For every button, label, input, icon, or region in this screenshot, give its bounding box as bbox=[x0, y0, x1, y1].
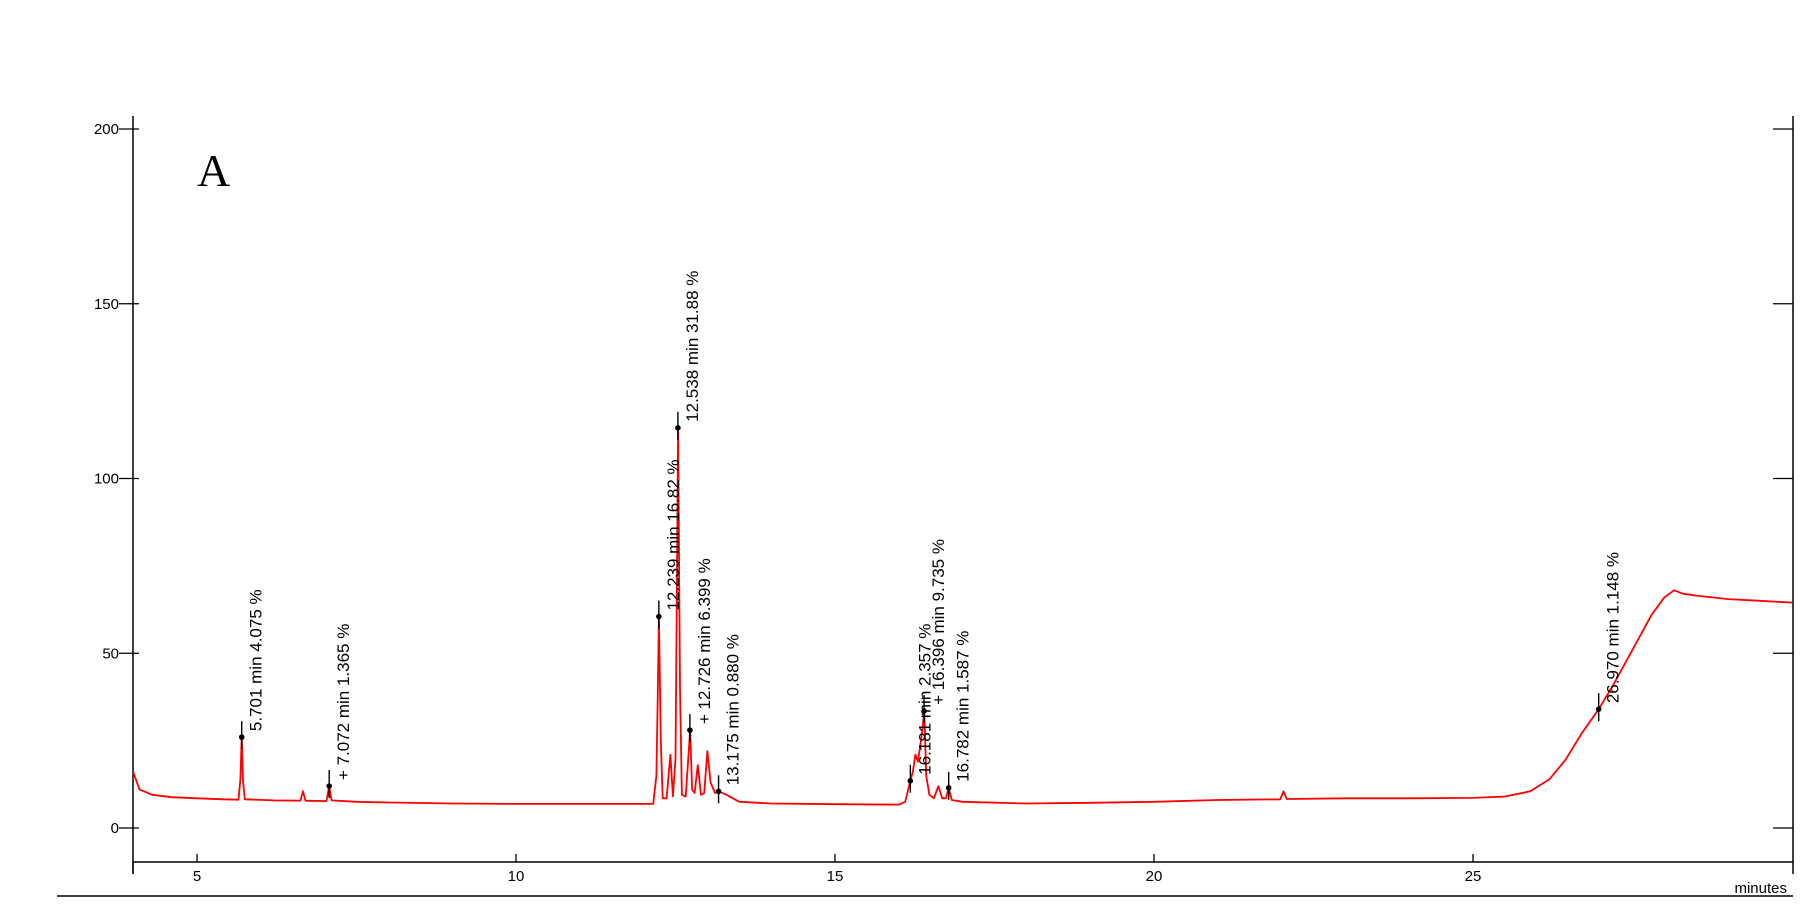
y-tick-label: 150 bbox=[94, 296, 119, 313]
peak-label: 12.239 min 16.82 % bbox=[664, 459, 683, 610]
peak-annotation: 5.701 min 4.075 % bbox=[238, 589, 266, 750]
peak-annotation: 13.175 min 0.880 % bbox=[715, 634, 743, 804]
peak-dot bbox=[687, 727, 693, 733]
peak-label: + 16.396 min 9.735 % bbox=[929, 539, 948, 705]
x-tick-label: 10 bbox=[508, 868, 525, 885]
x-axis-label: minutes bbox=[1734, 880, 1787, 897]
y-tick-label: 100 bbox=[94, 471, 119, 488]
axes bbox=[57, 116, 1794, 897]
peak-dot bbox=[907, 778, 914, 784]
peak-label: 5.701 min 4.075 % bbox=[247, 589, 266, 731]
x-tick-label: 25 bbox=[1465, 868, 1482, 885]
peak-label: 16.782 min 1.587 % bbox=[954, 631, 973, 782]
peak-dot bbox=[656, 613, 662, 620]
peak-label: 13.175 min 0.880 % bbox=[724, 634, 743, 785]
peak-dot bbox=[238, 734, 245, 740]
peak-label: + 7.072 min 1.365 % bbox=[334, 624, 353, 780]
peak-annotations: 5.701 min 4.075 % + 7.072 min 1.365 % 12.2… bbox=[238, 271, 1623, 804]
peak-label: 16.181 min 2.357 % bbox=[915, 624, 934, 775]
peak-dot bbox=[945, 785, 952, 791]
peak-dot bbox=[921, 708, 927, 714]
peak-annotation: 16.782 min 1.587 % bbox=[945, 631, 973, 800]
peak-label: 26.970 min 1.148 % bbox=[1604, 552, 1623, 703]
peak-label: + 12.726 min 6.399 % bbox=[695, 558, 714, 724]
peak-annotation: 12.239 min 16.82 % bbox=[656, 459, 683, 629]
y-ticks: 0 50 100 150 200 bbox=[94, 121, 1793, 837]
peak-annotation: + 12.726 min 6.399 % bbox=[687, 558, 714, 743]
y-tick-label: 200 bbox=[94, 121, 119, 138]
peak-annotation: 12.538 min 31.88 % bbox=[675, 271, 702, 440]
peak-annotation: 26.970 min 1.148 % bbox=[1595, 552, 1623, 722]
peak-annotation: + 7.072 min 1.365 % bbox=[326, 624, 353, 799]
y-tick-label: 50 bbox=[102, 645, 119, 662]
y-tick-label: 0 bbox=[111, 820, 119, 837]
peak-dot bbox=[1595, 706, 1602, 712]
peak-dot bbox=[675, 425, 681, 431]
peak-dot bbox=[326, 783, 332, 789]
peak-label: 12.538 min 31.88 % bbox=[683, 271, 702, 422]
x-ticks: 5 10 15 20 25 bbox=[132, 854, 1482, 885]
peak-annotation: + 16.396 min 9.735 % bbox=[921, 539, 948, 723]
x-tick-label: 15 bbox=[827, 868, 844, 885]
panel-label: A bbox=[197, 145, 230, 196]
x-tick-label: 5 bbox=[193, 868, 201, 885]
peak-dot bbox=[715, 788, 722, 795]
peak-annotation: 16.181 min 2.357 % bbox=[907, 624, 934, 793]
x-tick-label: 20 bbox=[1146, 868, 1163, 885]
